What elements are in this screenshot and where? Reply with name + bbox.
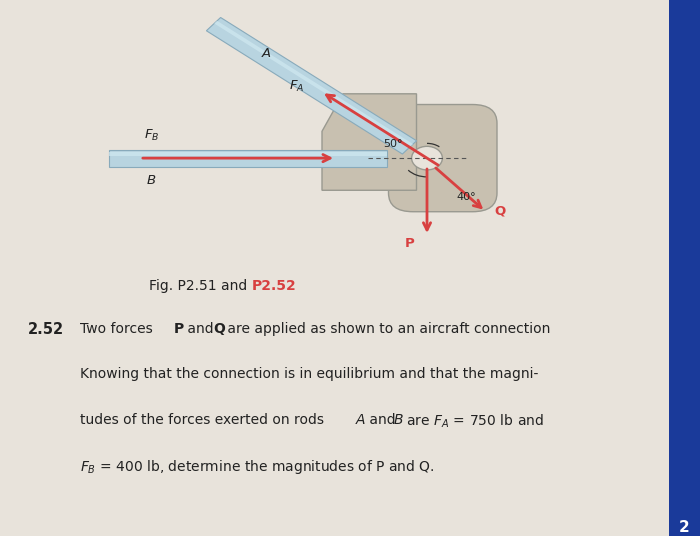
Text: are applied as shown to an aircraft connection: are applied as shown to an aircraft conn… [223, 322, 550, 336]
Text: Q: Q [494, 205, 505, 218]
Text: $F_A$: $F_A$ [288, 79, 304, 94]
Text: A: A [261, 47, 271, 60]
Text: and: and [183, 322, 218, 336]
Polygon shape [108, 150, 387, 167]
Bar [668, 0, 700, 536]
Text: A: A [356, 413, 365, 427]
Text: B: B [393, 413, 403, 427]
Polygon shape [214, 21, 413, 147]
Text: are $F_A$ = 750 lb and: are $F_A$ = 750 lb and [402, 413, 545, 430]
Text: 2.52: 2.52 [28, 322, 64, 337]
Polygon shape [108, 152, 387, 157]
Text: Knowing that the connection is in equilibrium and that the magni-: Knowing that the connection is in equili… [80, 367, 539, 381]
Text: B: B [147, 174, 156, 187]
Text: 40°: 40° [456, 192, 476, 202]
Text: $F_B$: $F_B$ [144, 128, 159, 143]
Text: P: P [174, 322, 184, 336]
FancyBboxPatch shape [389, 105, 497, 212]
Text: 2: 2 [678, 520, 690, 535]
Text: Two forces: Two forces [80, 322, 158, 336]
Polygon shape [206, 18, 416, 154]
Text: 50°: 50° [384, 139, 403, 149]
Text: Fig. P2.51 and: Fig. P2.51 and [149, 279, 252, 293]
Text: tudes of the forces exerted on rods: tudes of the forces exerted on rods [80, 413, 329, 427]
Text: and: and [365, 413, 400, 427]
Text: Q: Q [213, 322, 225, 336]
Polygon shape [322, 94, 416, 190]
Circle shape [412, 146, 442, 170]
Text: P: P [405, 237, 414, 250]
Text: P2.52: P2.52 [252, 279, 297, 293]
Text: $F_B$ = 400 lb, determine the magnitudes of P and Q.: $F_B$ = 400 lb, determine the magnitudes… [80, 458, 435, 477]
